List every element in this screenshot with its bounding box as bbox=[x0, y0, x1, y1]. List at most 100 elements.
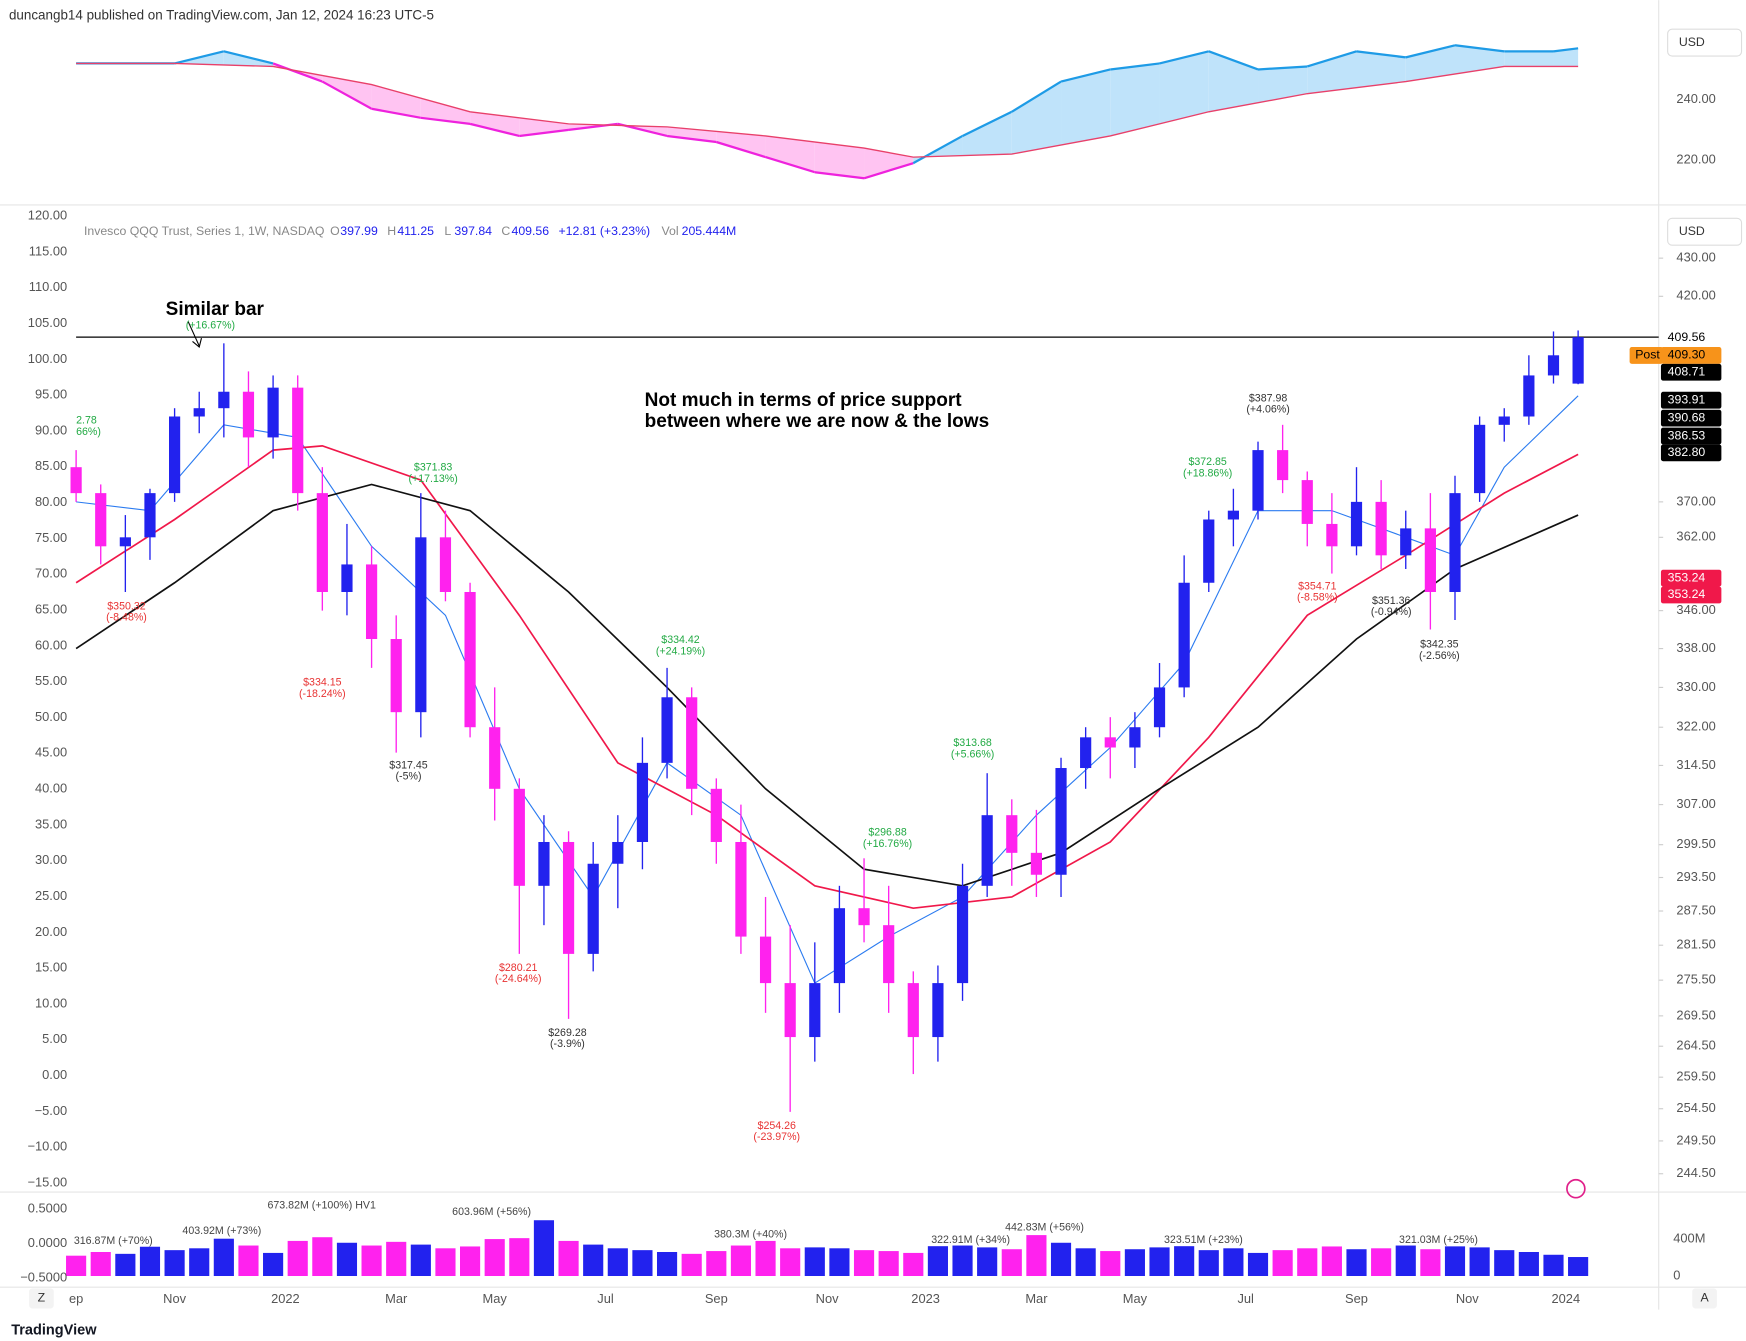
price-annotation: $372.85 bbox=[1188, 456, 1226, 468]
volume-bar bbox=[1272, 1250, 1293, 1277]
volume-bar bbox=[1371, 1248, 1392, 1277]
indicator-fill bbox=[1061, 69, 1111, 146]
candle-body bbox=[759, 936, 772, 984]
x-tick-label: Nov bbox=[163, 1291, 186, 1306]
candle-body bbox=[1326, 523, 1338, 547]
indicator-fill bbox=[1356, 51, 1406, 88]
indicator-segment bbox=[174, 50, 225, 65]
candle-body bbox=[1055, 768, 1067, 875]
volume-y2-tick-label: 0.5000 bbox=[28, 1200, 67, 1215]
y2-tick-label: 50.00 bbox=[35, 709, 67, 724]
volume-bar bbox=[1075, 1248, 1096, 1277]
candle-body bbox=[981, 815, 993, 886]
volume-bar bbox=[755, 1240, 776, 1277]
candle-body bbox=[1030, 852, 1043, 875]
price-annotation: (+4.06%) bbox=[1246, 404, 1289, 416]
volume-bar bbox=[656, 1251, 678, 1277]
indicator-fill bbox=[1553, 48, 1579, 67]
candle-body bbox=[341, 564, 353, 592]
price-tag bbox=[1660, 363, 1722, 381]
price-annotation: (-3.9%) bbox=[550, 1038, 585, 1050]
y-tick-label: 269.50 bbox=[1676, 1007, 1715, 1022]
legend-value: 409.56 bbox=[511, 224, 549, 238]
currency-button[interactable] bbox=[1667, 217, 1743, 246]
price-annotation: (-2.56%) bbox=[1419, 650, 1460, 662]
volume-bar bbox=[533, 1220, 555, 1277]
price-tag-label: 353.24 bbox=[1668, 587, 1706, 601]
indicator-fill bbox=[1159, 51, 1209, 124]
volume-bar bbox=[804, 1247, 825, 1277]
volume-bar bbox=[213, 1238, 234, 1277]
price-tag bbox=[1660, 444, 1722, 462]
price-annotation: (+16.76%) bbox=[863, 838, 912, 850]
volume-bar bbox=[287, 1240, 308, 1277]
arrow-head bbox=[192, 337, 203, 349]
auto-button[interactable] bbox=[1692, 1288, 1717, 1309]
candle-body bbox=[883, 925, 895, 984]
y2-tick-label: 120.00 bbox=[28, 207, 67, 222]
candle-body bbox=[1277, 450, 1289, 481]
x-tick-label: Mar bbox=[385, 1291, 408, 1306]
price-annotation: $313.68 bbox=[953, 737, 991, 749]
price-annotation: $351.36 bbox=[1372, 595, 1410, 607]
y2-tick-label: 75.00 bbox=[35, 530, 67, 545]
y-tick-label: 275.50 bbox=[1676, 972, 1715, 987]
volume-y2-tick-label: 0.0000 bbox=[28, 1235, 67, 1250]
currency-button[interactable] bbox=[1667, 28, 1743, 57]
price-annotation: (+17.13%) bbox=[408, 473, 457, 485]
legend-value: +12.81 (+3.23%) bbox=[558, 224, 650, 238]
candle-body bbox=[267, 387, 279, 438]
volume-bar bbox=[361, 1245, 382, 1277]
y-tick-label: 287.50 bbox=[1676, 902, 1715, 917]
indicator-segment bbox=[1405, 44, 1456, 59]
volume-bar bbox=[1395, 1245, 1416, 1277]
candle-body bbox=[1523, 375, 1535, 417]
candle-body bbox=[538, 841, 550, 886]
indicator-segment bbox=[1306, 50, 1357, 68]
price-annotation: $280.21 bbox=[499, 962, 537, 974]
volume-bar bbox=[115, 1253, 136, 1277]
candle-body bbox=[242, 391, 255, 438]
volume-bar bbox=[460, 1246, 481, 1277]
candle-body bbox=[415, 537, 427, 713]
x-tick-label: Nov bbox=[1456, 1291, 1479, 1306]
volume-bar bbox=[1026, 1235, 1047, 1277]
zoom-button[interactable] bbox=[29, 1288, 54, 1309]
price-annotation: $334.15 bbox=[303, 677, 341, 689]
indicator-fill bbox=[1011, 81, 1062, 155]
volume-bar bbox=[632, 1250, 653, 1277]
note: Similar bar bbox=[166, 299, 265, 320]
price-tag bbox=[1660, 347, 1722, 364]
y-tick-label: 314.50 bbox=[1676, 757, 1715, 772]
volume-bar bbox=[139, 1246, 161, 1277]
legend-value: 397.99 bbox=[340, 224, 378, 238]
y-tick-label: 330.00 bbox=[1676, 679, 1715, 694]
price-annotation: 66%) bbox=[76, 426, 101, 438]
price-tag-label: 386.53 bbox=[1668, 428, 1706, 442]
price-annotation: (-23.97%) bbox=[753, 1131, 800, 1143]
indicator-segment bbox=[1110, 62, 1160, 71]
volume-bar bbox=[1100, 1251, 1121, 1277]
volume-bar bbox=[607, 1248, 628, 1277]
volume-bar bbox=[1494, 1250, 1515, 1277]
volume-bar bbox=[1198, 1250, 1219, 1277]
candle-body bbox=[562, 841, 575, 954]
indicator-tick-label: 240.00 bbox=[1676, 91, 1715, 106]
volume-bar bbox=[509, 1238, 530, 1277]
indicator-segment bbox=[223, 50, 274, 65]
indicator-segment bbox=[863, 162, 914, 180]
candle-body bbox=[1547, 355, 1560, 376]
volume-bar bbox=[878, 1251, 899, 1277]
y-tick-label: 293.50 bbox=[1676, 869, 1715, 884]
indicator-segment bbox=[765, 156, 816, 174]
y-tick-label: 362.00 bbox=[1676, 529, 1715, 544]
legend-key: O bbox=[330, 224, 340, 238]
volume-label: 323.51M (+23%) bbox=[1164, 1234, 1243, 1246]
alert-icon[interactable] bbox=[1566, 1178, 1586, 1199]
indicator-segment bbox=[321, 80, 373, 110]
candle-body bbox=[1252, 450, 1264, 511]
x-tick-label: ep bbox=[69, 1291, 83, 1306]
candle-body bbox=[1203, 519, 1215, 583]
x-tick-label: Jul bbox=[1237, 1291, 1253, 1306]
